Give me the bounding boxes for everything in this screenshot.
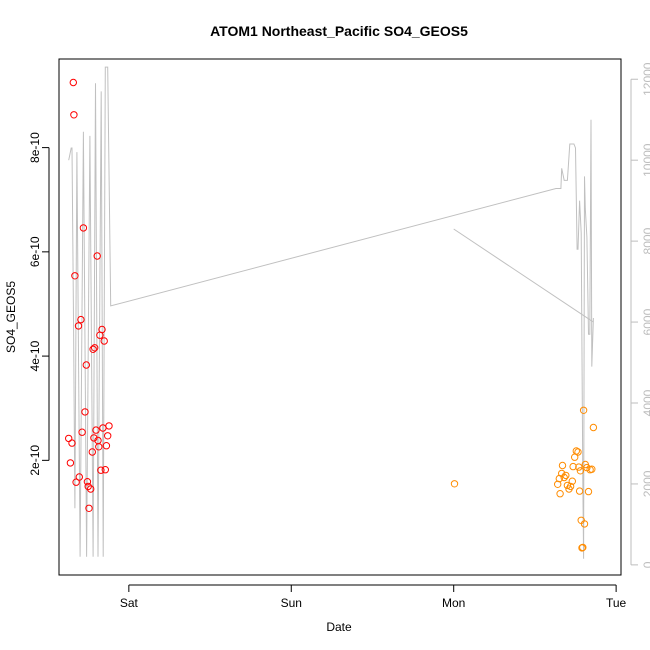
y2-tick-label: 8000 [641, 227, 650, 254]
data-point [81, 408, 89, 416]
data-point [92, 426, 100, 434]
altitude-line [68, 66, 594, 559]
x-axis-label: Date [326, 620, 352, 634]
y2-tick-label: 12000 [641, 62, 650, 96]
data-point [89, 345, 97, 353]
altitude-segment [68, 66, 594, 559]
data-point [98, 325, 106, 334]
data-point [568, 477, 576, 485]
data-point [566, 482, 575, 491]
data-point [560, 473, 568, 482]
data-points [65, 78, 598, 552]
data-point [572, 447, 580, 455]
data-point [83, 478, 92, 486]
data-point [105, 422, 113, 430]
y-tick-label: 4e-10 [28, 340, 42, 371]
data-point [556, 490, 564, 498]
plot-frame [58, 58, 622, 576]
y2-tick-label: 10000 [641, 143, 650, 177]
y-axis-label: SO4_GEOS5 [4, 281, 18, 353]
data-point [72, 478, 80, 486]
data-point [574, 448, 582, 456]
data-point [102, 442, 111, 450]
data-point [65, 434, 73, 443]
data-point [558, 469, 566, 478]
y2-tick-label: 0 [641, 561, 650, 568]
data-point [75, 473, 84, 481]
data-point [82, 361, 91, 369]
data-point [85, 504, 93, 512]
data-point [588, 465, 596, 473]
data-point [563, 481, 572, 490]
y2-tick-label: 4000 [641, 389, 650, 416]
x-tick-label: Sun [281, 596, 302, 610]
data-point [580, 520, 589, 528]
y-tick-label: 8e-10 [28, 132, 42, 163]
chart-title: ATOM1 Northeast_Pacific SO4_GEOS5 [210, 23, 468, 39]
data-point [66, 459, 75, 467]
data-point [569, 462, 577, 471]
data-point [576, 467, 585, 475]
data-point [68, 439, 76, 447]
y-tick-label: 2e-10 [28, 445, 42, 476]
data-point [88, 448, 97, 456]
data-point [70, 111, 78, 119]
x-tick-label: Sat [120, 596, 139, 610]
data-point [584, 487, 593, 496]
data-point [95, 443, 103, 451]
data-point [579, 406, 588, 414]
altitude-segment [453, 228, 594, 323]
data-point [91, 344, 99, 352]
data-point [558, 461, 567, 470]
data-point [87, 485, 95, 493]
data-point [84, 482, 92, 491]
axes: Sat Sun Mon Tue 2e-10 4e-10 6e-10 8e-10 0 2000 400… [28, 62, 650, 610]
y2-tick-label: 6000 [641, 308, 650, 335]
data-point [104, 432, 112, 440]
data-point [579, 543, 587, 552]
x-tick-label: Tue [606, 596, 627, 610]
data-point [71, 272, 79, 280]
data-point [101, 466, 110, 474]
data-point [450, 480, 459, 488]
data-point [74, 322, 83, 330]
data-point [575, 463, 583, 471]
data-point [562, 471, 570, 480]
y2-tick-label: 2000 [641, 470, 650, 497]
data-point [575, 487, 584, 495]
x-tick-label: Mon [442, 596, 465, 610]
data-point [97, 466, 105, 474]
data-point [78, 428, 86, 436]
data-point [589, 423, 598, 432]
data-point [79, 224, 88, 232]
data-point [69, 78, 78, 87]
data-point [100, 337, 108, 345]
data-point [93, 252, 101, 260]
data-point [77, 315, 85, 324]
data-point [90, 434, 98, 442]
y-tick-label: 6e-10 [28, 236, 42, 267]
